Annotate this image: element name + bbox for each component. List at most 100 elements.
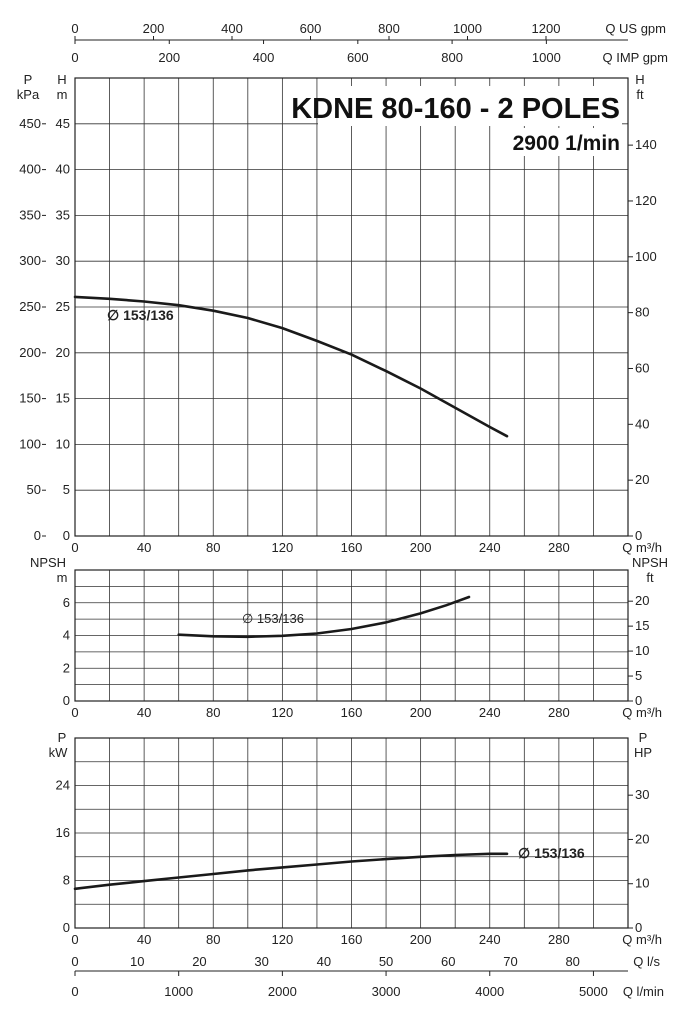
ls-tick-label: 40 xyxy=(317,954,331,969)
right-tick-label: 0 xyxy=(635,693,642,708)
plot-frame xyxy=(74,737,629,929)
left-tick-label: 300 xyxy=(19,253,41,268)
left-axis-unit: kW xyxy=(49,745,69,760)
left-axis-unit: m xyxy=(57,570,68,585)
x-tick-label: 280 xyxy=(548,705,570,720)
left-tick-label: 0 xyxy=(63,693,70,708)
x-axis-label: Q m³/h xyxy=(622,540,662,555)
us-gpm-tick-label: 1000 xyxy=(453,21,482,36)
head-chart: 0 40 80 120 160 200 240 280 Q m³/h05010015020025… xyxy=(17,72,662,555)
right-tick-label: 20 xyxy=(635,831,649,846)
x-tick-label: 160 xyxy=(341,932,363,947)
plot-frame xyxy=(74,77,629,537)
power-chart: 0 40 80 120 160 200 240 280 Q m³/h0816240102030P… xyxy=(49,730,662,947)
x-tick-label: 0 xyxy=(71,932,78,947)
performance-curve xyxy=(73,295,509,438)
left-tick-label: 45 xyxy=(56,116,70,131)
right-axis-unit: ft xyxy=(636,87,644,102)
right-tick-label: 0 xyxy=(635,920,642,935)
right-tick-label: 5 xyxy=(635,668,642,683)
ls-tick-label: 20 xyxy=(192,954,206,969)
ls-tick-label: 60 xyxy=(441,954,455,969)
left-tick-label: 350 xyxy=(19,207,41,222)
left-axis-unit: kPa xyxy=(17,87,40,102)
right-tick-label: 20 xyxy=(635,472,649,487)
us-gpm-tick-label: 0 xyxy=(71,21,78,36)
ls-tick-label: 0 xyxy=(71,954,78,969)
us-gpm-tick-label: 400 xyxy=(221,21,243,36)
imp-gpm-tick-label: 1000 xyxy=(532,50,561,65)
left-axis-name: P xyxy=(24,72,33,87)
left-tick-label: 450 xyxy=(19,116,41,131)
left-tick-label: 2 xyxy=(63,660,70,675)
x-tick-label: 80 xyxy=(206,705,220,720)
x-tick-label: 120 xyxy=(272,932,294,947)
lmin-tick-label: 0 xyxy=(71,984,78,999)
right-tick-label: 120 xyxy=(635,193,657,208)
ls-tick-label: 80 xyxy=(565,954,579,969)
left-axis-unit: m xyxy=(57,87,68,102)
right-axis-name: NPSH xyxy=(632,555,668,570)
x-tick-label: 40 xyxy=(137,705,151,720)
right-axis-name: P xyxy=(639,730,648,745)
right-tick-label: 10 xyxy=(635,876,649,891)
left-tick-label: 20 xyxy=(56,345,70,360)
lmin-tick-label: 5000 xyxy=(579,984,608,999)
left-tick-label: 6 xyxy=(63,595,70,610)
right-axis-unit: ft xyxy=(646,570,654,585)
right-tick-label: 15 xyxy=(635,618,649,633)
left-tick-label: 10 xyxy=(56,436,70,451)
left-tick-label: 40 xyxy=(56,162,70,177)
right-tick-label: 20 xyxy=(635,593,649,608)
imp-gpm-tick-label: 600 xyxy=(347,50,369,65)
x-axis-label: Q m³/h xyxy=(622,932,662,947)
imp-gpm-tick-label: 200 xyxy=(158,50,180,65)
ls-tick-label: 30 xyxy=(254,954,268,969)
left-tick-label: 4 xyxy=(63,628,70,643)
left-tick-label: 250 xyxy=(19,299,41,314)
lmin-axis-label: Q l/min xyxy=(623,984,664,999)
x-axis-label: Q m³/h xyxy=(622,705,662,720)
subtitle-backdrop xyxy=(510,128,622,156)
x-tick-label: 40 xyxy=(137,932,151,947)
left-tick-label: 35 xyxy=(56,207,70,222)
lmin-tick-label: 1000 xyxy=(164,984,193,999)
x-tick-label: 120 xyxy=(272,705,294,720)
left-tick-label: 400 xyxy=(19,162,41,177)
performance-curve xyxy=(177,595,471,639)
x-tick-label: 160 xyxy=(341,705,363,720)
x-tick-label: 280 xyxy=(548,932,570,947)
top-flow-axes: 0 200 400 600 800 1000 1200 0 200 400 600 800 1000 Q … xyxy=(71,21,668,65)
us-gpm-tick-label: 200 xyxy=(143,21,165,36)
x-tick-label: 80 xyxy=(206,540,220,555)
imp-gpm-tick-label: 800 xyxy=(441,50,463,65)
left-tick-label: 200 xyxy=(19,345,41,360)
chart-title: KDNE 80-160 - 2 POLES xyxy=(291,93,620,125)
left-tick-label: 8 xyxy=(63,873,70,888)
ls-axis-label: Q l/s xyxy=(633,954,660,969)
right-tick-label: 10 xyxy=(635,643,649,658)
left-tick-label: 100 xyxy=(19,436,41,451)
lmin-tick-label: 3000 xyxy=(372,984,401,999)
left-tick-label: 0 xyxy=(63,920,70,935)
ls-tick-label: 10 xyxy=(130,954,144,969)
imp-gpm-tick-label: 0 xyxy=(71,50,78,65)
x-tick-label: 280 xyxy=(548,540,570,555)
us-gpm-tick-label: 1200 xyxy=(532,21,561,36)
title-backdrop xyxy=(318,86,622,126)
curve-label: ∅ 153/136 xyxy=(242,611,304,626)
left-tick-label: 0 xyxy=(63,528,70,543)
performance-curve xyxy=(73,852,509,891)
chart-subtitle: 2900 1/min xyxy=(513,132,620,155)
left-tick-label: 150 xyxy=(19,391,41,406)
curve-label: ∅ 153/136 xyxy=(107,307,174,323)
x-tick-label: 40 xyxy=(137,540,151,555)
right-tick-label: 80 xyxy=(635,305,649,320)
imp-gpm-axis-label: Q IMP gpm xyxy=(602,50,668,65)
left-tick-label: 50 xyxy=(27,482,41,497)
x-tick-label: 200 xyxy=(410,932,432,947)
left-tick-label: 0 xyxy=(34,528,41,543)
right-tick-label: 30 xyxy=(635,787,649,802)
right-tick-label: 40 xyxy=(635,416,649,431)
x-tick-label: 0 xyxy=(71,705,78,720)
